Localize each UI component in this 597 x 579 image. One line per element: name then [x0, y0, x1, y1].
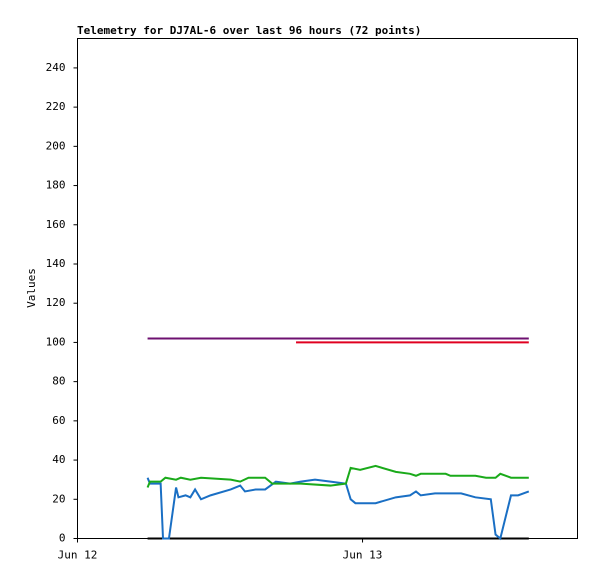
- y-tick-label: 220: [46, 100, 66, 113]
- y-axis-label: Values: [25, 268, 38, 308]
- y-tick-label: 80: [52, 375, 65, 388]
- series-line: [146, 464, 529, 488]
- y-tick-label: 180: [46, 179, 66, 192]
- y-tick-label: 140: [46, 257, 66, 270]
- y-tick-label: 60: [52, 414, 65, 427]
- y-tick-label: 120: [46, 296, 66, 309]
- y-tick-label: 100: [46, 335, 66, 348]
- y-tick-label: 40: [52, 453, 65, 466]
- y-tick-label: 160: [46, 218, 66, 231]
- y-tick-label: 20: [52, 492, 65, 505]
- x-tick-label: Jun 12: [58, 549, 98, 562]
- plot-frame: [77, 38, 578, 539]
- y-tick-label: 240: [46, 61, 66, 74]
- y-tick-label: 0: [59, 532, 66, 545]
- series-line: [146, 477, 530, 541]
- x-tick-label: Jun 13: [343, 549, 383, 562]
- chart-title: Telemetry for DJ7AL-6 over last 96 hours…: [77, 24, 421, 37]
- y-tick-label: 200: [46, 139, 66, 152]
